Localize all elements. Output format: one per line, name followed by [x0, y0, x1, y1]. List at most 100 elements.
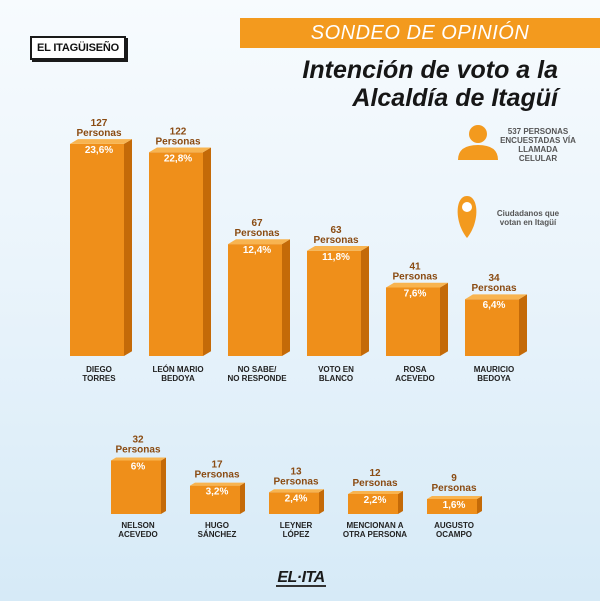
count-label: 63	[330, 225, 342, 236]
count-unit-label: Personas	[471, 283, 516, 294]
chart-title-line1: Intención de voto a la	[302, 56, 558, 84]
category-label: HUGO SÁNCHEZ	[198, 521, 237, 539]
percent-label: 7,6%	[404, 289, 427, 300]
bar-side	[477, 495, 482, 514]
count-unit-label: Personas	[431, 483, 476, 494]
category-label: MENCIONAN A OTRA PERSONA	[343, 521, 407, 539]
count-unit-label: Personas	[76, 128, 121, 139]
bar-side	[519, 294, 527, 356]
footer-logo: EL·ITA	[276, 569, 326, 587]
percent-label: 22,8%	[164, 153, 192, 164]
bar-top	[228, 239, 290, 245]
count-unit-label: Personas	[115, 445, 160, 456]
percent-label: 12,4%	[243, 245, 271, 256]
bar	[386, 287, 440, 356]
category-label-line: LEYNER	[280, 521, 313, 530]
person-icon	[458, 125, 498, 160]
percent-label: 1,6%	[443, 500, 466, 511]
bar	[190, 485, 240, 514]
category-label-line: LÓPEZ	[283, 530, 310, 539]
bar-top	[111, 457, 166, 461]
count-label: 12	[369, 468, 381, 479]
bar	[111, 460, 161, 514]
category-label-line: BEDOYA	[161, 374, 195, 383]
bar	[307, 250, 361, 356]
count-label: 32	[132, 435, 144, 446]
category-label: NO SABE/NO RESPONDE	[227, 365, 287, 383]
category-label: MAURICIO BEDOYA	[474, 365, 514, 383]
percent-label: 6,4%	[483, 300, 506, 311]
chart-title: Intención de voto a la Alcaldía de Itagü…	[302, 56, 558, 112]
bar	[427, 498, 477, 514]
count-label: 127	[91, 118, 108, 129]
percent-label: 3,2%	[206, 487, 229, 498]
category-label: LEÓN MARIO BEDOYA	[152, 365, 203, 383]
count-unit-label: Personas	[313, 235, 358, 246]
category-label: VOTO EN BLANCO	[318, 365, 354, 383]
category-label-line: BEDOYA	[477, 374, 511, 383]
count-unit-label: Personas	[234, 228, 279, 239]
count-unit-label: Personas	[273, 476, 318, 487]
category-label-line: HUGO	[205, 521, 229, 530]
category-label-line: OCAMPO	[436, 530, 472, 539]
bar-top	[70, 139, 132, 144]
bar	[228, 244, 282, 356]
category-label: DIEGO TORRES	[82, 365, 116, 383]
bar-top	[149, 147, 211, 153]
category-label: NELSON ACEVEDO	[118, 521, 158, 539]
count-unit-label: Personas	[155, 136, 200, 147]
bar-top	[348, 490, 403, 494]
bar-top	[269, 489, 324, 493]
bar	[269, 492, 319, 514]
bar-side	[161, 457, 166, 514]
percent-label: 23,6%	[85, 145, 113, 156]
count-label: 67	[251, 218, 263, 229]
category-label: LEYNER LÓPEZ	[280, 521, 313, 539]
bar-top	[307, 245, 369, 251]
count-label: 122	[170, 126, 187, 137]
count-unit-label: Personas	[392, 272, 437, 283]
bar-side	[203, 147, 211, 356]
brand-logo: EL ITAGÜISEÑO	[30, 36, 126, 60]
bar-top	[427, 495, 482, 499]
bar-top	[465, 294, 527, 300]
bar-side	[282, 239, 290, 356]
count-unit-label: Personas	[194, 470, 239, 481]
bar	[149, 152, 203, 356]
category-label-line: LEÓN MARIO	[152, 365, 203, 374]
category-label-line: OTRA PERSONA	[343, 530, 407, 539]
bar-side	[361, 245, 369, 356]
bar-top	[386, 282, 448, 288]
category-label-line: NELSON	[121, 521, 155, 530]
bar	[348, 493, 398, 514]
count-label: 17	[211, 460, 223, 471]
bar-side	[124, 139, 132, 356]
bar-side	[240, 482, 245, 514]
category-label-line: ACEVEDO	[118, 530, 158, 539]
respondents-note: 537 PERSONAS ENCUESTADAS VÍA LLAMADA CEL…	[500, 127, 576, 163]
residents-note: Ciudadanos que votan en Itagüí	[496, 209, 560, 227]
category-label-line: VOTO EN	[318, 365, 354, 374]
category-label-line: TORRES	[82, 374, 116, 383]
bar	[465, 299, 519, 356]
footer-logo-text: EL·ITA	[277, 569, 325, 586]
count-label: 9	[451, 473, 457, 484]
bar	[70, 143, 124, 356]
category-label-line: SÁNCHEZ	[198, 530, 237, 539]
bar-side	[319, 489, 324, 514]
count-label: 41	[409, 262, 421, 273]
bar-top	[190, 482, 245, 486]
category-label-line: ROSA	[403, 365, 426, 374]
category-label: AUGUSTO OCAMPO	[434, 521, 474, 539]
category-label-line: DIEGO	[86, 365, 112, 374]
percent-label: 2,2%	[364, 495, 387, 506]
banner-title: SONDEO DE OPINIÓN	[240, 18, 600, 48]
category-label-line: NO RESPONDE	[227, 374, 287, 383]
category-label-line: NO SABE/	[238, 365, 277, 374]
map-pin-icon	[457, 196, 477, 238]
category-label-line: ACEVEDO	[395, 374, 435, 383]
category-label-line: BLANCO	[319, 374, 353, 383]
bar-side	[398, 490, 403, 514]
